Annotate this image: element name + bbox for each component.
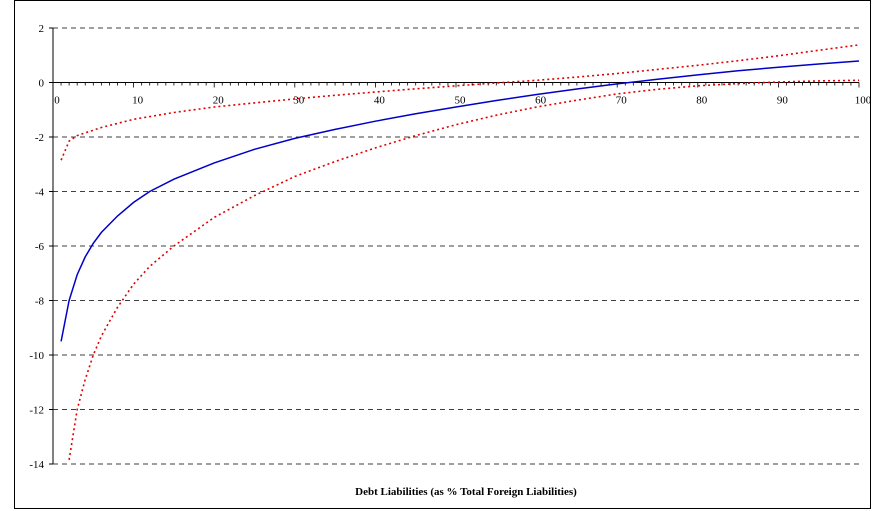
y-tick-label: -12 bbox=[29, 405, 44, 417]
y-tick-label: 0 bbox=[39, 78, 45, 90]
x-tick-label: 0 bbox=[54, 95, 60, 107]
axes: 20-2-4-6-8-10-12-140 10 20 30 40 50 60 70 80 90 10… bbox=[29, 23, 870, 471]
y-tick-label: -10 bbox=[29, 350, 44, 362]
x-tick-label: 60 bbox=[535, 95, 547, 107]
x-tick-label: 80 bbox=[696, 95, 708, 107]
y-tick-label: -14 bbox=[29, 459, 44, 471]
x-axis-title: Debt Liabilities (as % Total Foreign Lia… bbox=[355, 486, 577, 498]
y-tick-label: 2 bbox=[39, 23, 45, 35]
x-tick-label: 20 bbox=[213, 95, 225, 107]
estimate-line-0 bbox=[60, 60, 860, 342]
chart-area: 2 0 -2 -4 -6 -8 -10 -12 -14 0 10 20 30 40 50 60 70 80 90 10… bbox=[14, 0, 871, 509]
y-tick-label: -8 bbox=[35, 296, 45, 308]
x-tick-label: 50 bbox=[455, 95, 467, 107]
x-tick-label: 90 bbox=[777, 95, 789, 107]
x-tick-label: 30 bbox=[293, 95, 305, 107]
y-tick-label: -2 bbox=[35, 132, 44, 144]
y-tick-label: -6 bbox=[35, 241, 45, 253]
x-tick-label: 100 bbox=[855, 95, 870, 107]
x-tick-label: 10 bbox=[132, 95, 144, 107]
confidence-band-line-1 bbox=[60, 44, 860, 161]
series-group bbox=[60, 44, 860, 461]
x-tick-label: 70 bbox=[616, 95, 628, 107]
line-chart: 20-2-4-6-8-10-12-140 10 20 30 40 50 60 70 80 90 10… bbox=[29, 23, 870, 498]
x-tick-label: 40 bbox=[374, 95, 386, 107]
y-tick-label: -4 bbox=[35, 187, 45, 199]
